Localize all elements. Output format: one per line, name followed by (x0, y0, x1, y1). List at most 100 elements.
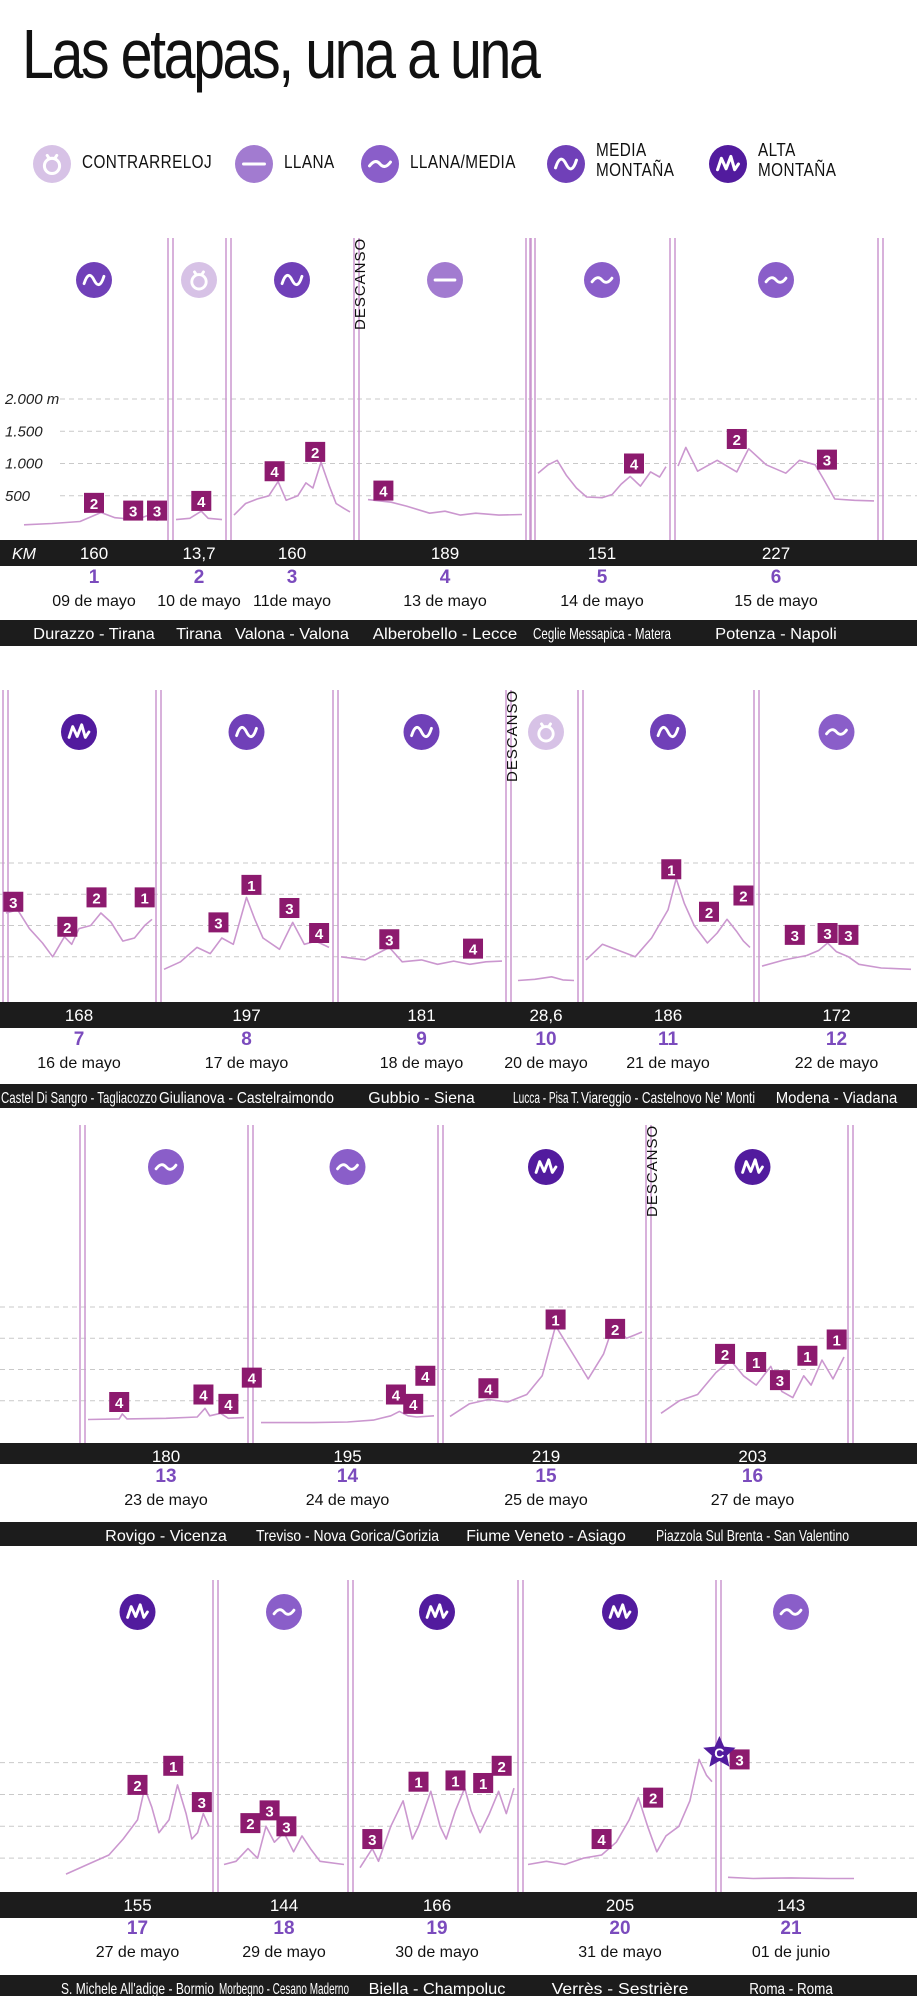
y-tick-label: 1.500 (5, 423, 43, 440)
stage-date: 10 de mayo (157, 593, 241, 610)
stage-number: 7 (74, 1029, 85, 1050)
peaks-icon (709, 145, 747, 183)
media-glyph (547, 145, 585, 183)
climb-category-label: 2 (649, 1791, 657, 1808)
alta-glyph (419, 1594, 455, 1630)
stage-route: Valona - Valona (235, 626, 349, 643)
elevation-profile (223, 1825, 345, 1866)
climb-category-badge: 1 (163, 1755, 184, 1776)
climb-category-badge: 2 (305, 441, 326, 462)
stage-km: 160 (278, 544, 306, 563)
climb-category-label: 1 (803, 1349, 811, 1366)
alta-glyph (61, 714, 97, 750)
stage-date: 24 de mayo (306, 1492, 390, 1509)
climb-category-badge: 4 (403, 1393, 424, 1414)
stage-number: 10 (535, 1029, 556, 1050)
stage-route: Rovigo - Vicenza (105, 1528, 227, 1545)
climb-category-badge: 2 (605, 1318, 626, 1339)
stage-km: 186 (654, 1006, 682, 1025)
llana_media-glyph (818, 714, 855, 750)
climb-category-label: 1 (141, 890, 149, 907)
climb-category-badge: 3 (816, 449, 837, 470)
route-bar (0, 1522, 917, 1546)
climb-category-label: 3 (735, 1752, 743, 1769)
climb-category-badge: 4 (415, 1365, 436, 1386)
climb-category-label: 2 (739, 889, 747, 906)
stage-route: Piazzola Sul Brenta - San Valentino (656, 1528, 849, 1545)
stage-route: Fiume Veneto - Asiago (466, 1528, 626, 1545)
stage-17: 2 1 3 155 17 27 de mayo S. Michele All'adige -… (61, 1594, 214, 1998)
stage-number: 15 (535, 1466, 557, 1487)
climb-category-label: 1 (247, 878, 255, 895)
stage-date: 23 de mayo (124, 1492, 208, 1509)
wave-icon (547, 145, 585, 183)
climb-category-label: 4 (421, 1369, 430, 1386)
cima-label: C (714, 1745, 724, 1761)
stage-route: Castel Di Sangro - Tagliacozzo (1, 1090, 157, 1107)
climb-category-badge: 3 (769, 1370, 790, 1391)
elevation-profile (87, 1407, 245, 1421)
elevation-profile (527, 1758, 713, 1866)
page-title: Las etapas, una a una (22, 15, 541, 93)
climb-category-badge: 3 (362, 1829, 383, 1850)
elevation-profile (660, 1356, 845, 1414)
stage-date: 15 de mayo (734, 593, 818, 610)
climb-category-badge: 4 (309, 923, 330, 943)
climb-category-badge: 3 (784, 924, 805, 945)
stage-km: 143 (777, 1896, 805, 1915)
flat-line-icon (235, 145, 273, 183)
climb-category-badge: 3 (379, 929, 400, 950)
elevation-profile (65, 1784, 210, 1875)
climb-category-label: 3 (823, 926, 831, 943)
climb-category-label: 4 (199, 1388, 208, 1405)
elevation-profile (261, 1410, 435, 1424)
stage-number: 1 (89, 567, 100, 588)
stage-km: 28,6 (529, 1006, 562, 1025)
stage-km: 195 (333, 1447, 361, 1466)
climb-category-badge: 2 (699, 901, 719, 922)
stage-km: 172 (822, 1006, 850, 1025)
llana_media-glyph (773, 1594, 809, 1630)
climb-category-badge: 4 (218, 1393, 239, 1414)
llana_media-glyph (148, 1149, 184, 1185)
climb-category-badge: 2 (726, 428, 747, 449)
climb-category-label: 4 (270, 464, 279, 481)
climb-category-label: 3 (198, 1795, 206, 1812)
stage-number: 6 (771, 567, 782, 588)
stage-number: 14 (337, 1466, 359, 1487)
climb-category-badge: 4 (264, 461, 285, 482)
climb-category-badge: 2 (733, 885, 754, 906)
stage-9: 3 4 181 9 18 de mayo Gubbio - Siena (340, 714, 503, 1107)
climb-category-label: 3 (214, 915, 222, 932)
stage-route: Roma - Roma (749, 1981, 833, 1998)
climb-category-label: 3 (368, 1832, 376, 1849)
climb-category-label: 1 (833, 1333, 841, 1350)
climb-category-badge: 3 (729, 1749, 750, 1770)
llana_media-glyph (584, 262, 620, 298)
stage-date: 17 de mayo (205, 1055, 289, 1072)
route-bar (0, 620, 917, 646)
climb-category-badge: 3 (208, 912, 229, 933)
climb-category-label: 2 (90, 496, 98, 513)
elevation-profile (367, 498, 523, 516)
stage-date: 27 de mayo (96, 1944, 180, 1961)
gentle-wave-icon (361, 145, 399, 183)
llana_media-glyph (329, 1149, 366, 1185)
climb-category-badge: 1 (661, 859, 682, 880)
elevation-profile (727, 1876, 854, 1880)
climb-category-badge: 1 (408, 1771, 429, 1792)
stage-10: 28,6 10 20 de mayo Lucca - Pisa T. (504, 714, 588, 1107)
elevation-profile (677, 446, 875, 502)
climb-category-label: 1 (451, 1773, 459, 1790)
stage-route: Tirana (176, 626, 222, 643)
stage-number: 4 (440, 567, 451, 588)
elevation-profile (761, 942, 912, 971)
climb-category-badge: 2 (127, 1774, 148, 1795)
stage-date: 16 de mayo (37, 1055, 121, 1072)
climb-category-label: 1 (169, 1759, 177, 1776)
climb-category-badge: 4 (478, 1378, 499, 1399)
stage-route: Morbegno - Cesano Maderno (219, 1981, 349, 1998)
